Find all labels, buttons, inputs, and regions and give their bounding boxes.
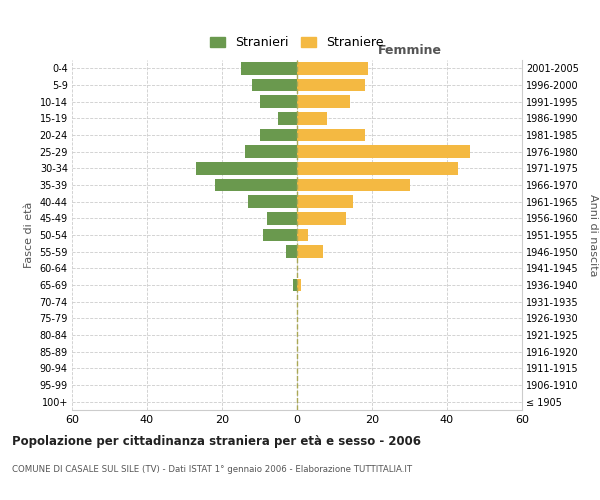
Bar [297, 196, 353, 208]
Bar [245, 146, 297, 158]
Bar [241, 62, 297, 74]
Bar [297, 62, 368, 74]
Bar [252, 78, 297, 91]
Bar [297, 78, 365, 91]
Bar [297, 279, 301, 291]
Text: Femmine: Femmine [377, 44, 442, 57]
Bar [297, 112, 327, 124]
Bar [196, 162, 297, 174]
Bar [263, 229, 297, 241]
Text: Popolazione per cittadinanza straniera per età e sesso - 2006: Popolazione per cittadinanza straniera p… [12, 435, 421, 448]
Bar [293, 279, 297, 291]
Bar [297, 96, 349, 108]
Bar [297, 212, 346, 224]
Bar [297, 246, 323, 258]
Bar [260, 96, 297, 108]
Bar [267, 212, 297, 224]
Bar [297, 162, 458, 174]
Bar [297, 229, 308, 241]
Y-axis label: Anni di nascita: Anni di nascita [589, 194, 598, 276]
Legend: Stranieri, Straniere: Stranieri, Straniere [205, 31, 389, 54]
Bar [248, 196, 297, 208]
Bar [297, 128, 365, 141]
Bar [260, 128, 297, 141]
Bar [286, 246, 297, 258]
Text: COMUNE DI CASALE SUL SILE (TV) - Dati ISTAT 1° gennaio 2006 - Elaborazione TUTTI: COMUNE DI CASALE SUL SILE (TV) - Dati IS… [12, 465, 412, 474]
Bar [297, 179, 409, 191]
Y-axis label: Fasce di età: Fasce di età [24, 202, 34, 268]
Bar [297, 146, 470, 158]
Bar [215, 179, 297, 191]
Bar [278, 112, 297, 124]
